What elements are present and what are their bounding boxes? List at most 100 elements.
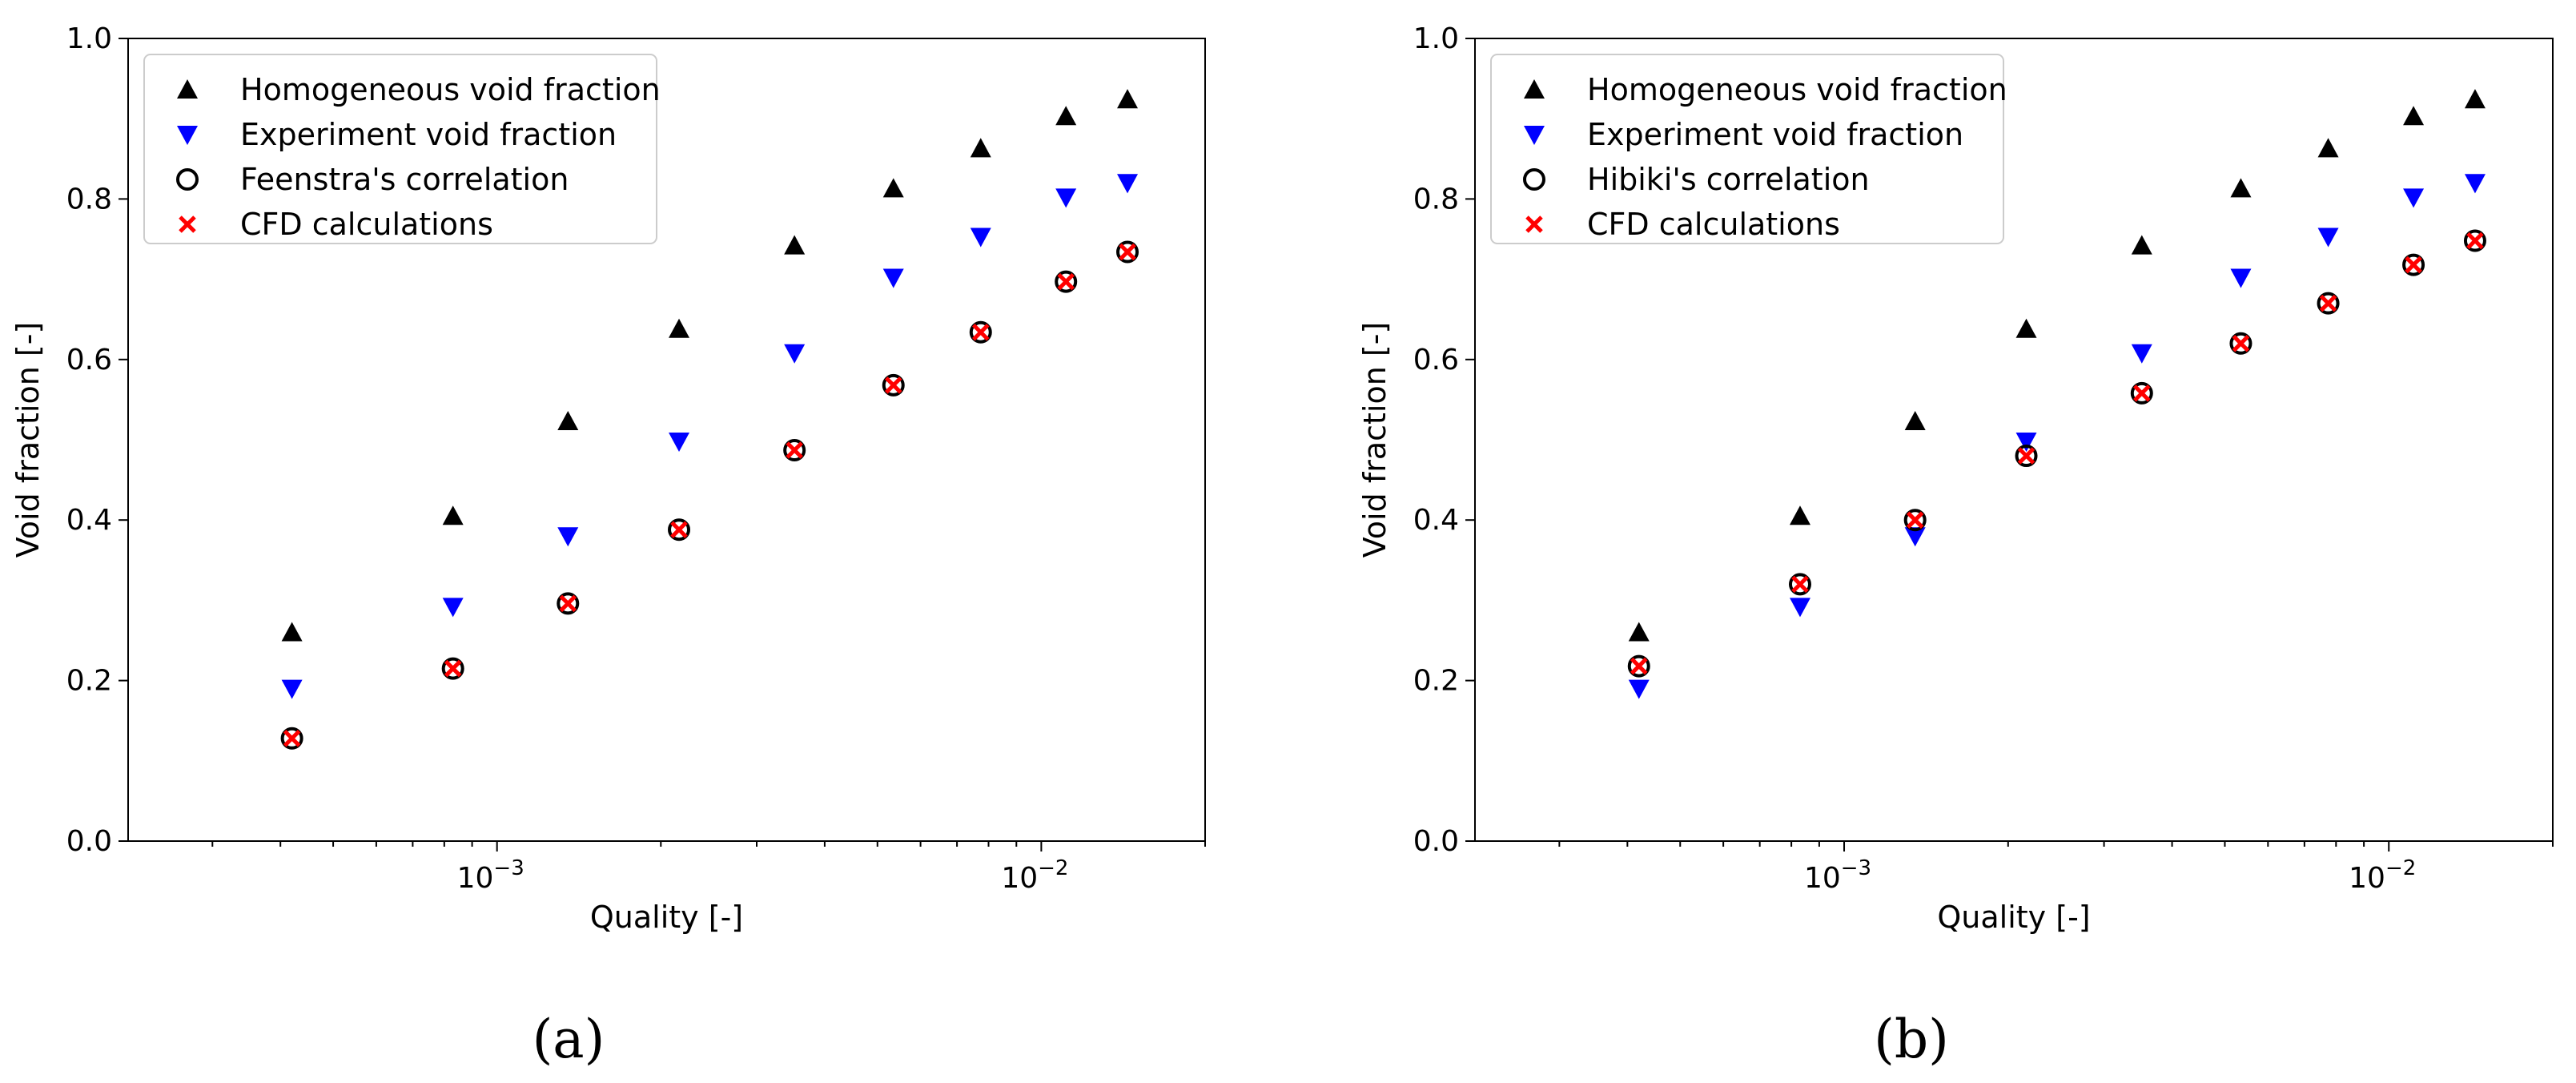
data-point (1789, 598, 1810, 618)
legend-box (1490, 54, 2004, 244)
x-tick-label: 10−3 (1804, 856, 1871, 895)
data-point (2131, 344, 2152, 364)
data-point (1057, 272, 1075, 291)
data-point (1055, 188, 1077, 208)
y-tick-label: 1.0 (66, 22, 112, 55)
series-triangle-down (1628, 174, 2486, 699)
data-point (283, 729, 301, 747)
data-point (557, 410, 579, 431)
data-point (2131, 235, 2152, 255)
data-point (2015, 432, 2037, 453)
data-point (1055, 270, 1078, 293)
data-point (669, 432, 690, 453)
data-point (1791, 575, 1809, 594)
data-point (281, 679, 303, 699)
data-point (1627, 654, 1650, 678)
plot-area-frame (127, 38, 1206, 842)
data-point (2130, 381, 2153, 405)
legend-label: CFD calculations (1587, 207, 1840, 242)
x-axis-label: Quality [-] (590, 900, 743, 935)
legend-label: Experiment void fraction (1587, 117, 1963, 152)
y-axis-label: Void fraction [-] (10, 322, 46, 558)
y-tick-label: 0.2 (66, 665, 112, 698)
data-point (2403, 106, 2425, 126)
legend-marker (177, 79, 198, 99)
data-point (784, 235, 806, 255)
data-point (882, 268, 904, 288)
data-point (784, 344, 806, 364)
y-tick-label: 0.2 (1413, 665, 1459, 698)
y-tick-label: 1.0 (1413, 22, 1459, 55)
y-tick-label: 0.8 (1413, 183, 1459, 215)
y-tick-label: 0.0 (66, 825, 112, 858)
data-point (786, 441, 803, 459)
chart-panel-a: 0.0 0.2 0.4 0.6 0.8 1.0 10−3 10−2 Quality [-] Voi… (10, 22, 1206, 1070)
legend-label: Homogeneous void fraction (240, 72, 661, 107)
data-point (2319, 294, 2337, 312)
data-point (670, 521, 688, 538)
y-tick-label: 0.0 (1413, 825, 1459, 858)
data-point (2464, 174, 2486, 194)
data-point (557, 592, 580, 615)
data-point (2133, 384, 2151, 402)
plot-area-frame (1474, 38, 2554, 842)
y-axis-label: Void fraction [-] (1357, 322, 1392, 558)
y-tick-label: 0.6 (1413, 344, 1459, 376)
data-point (442, 505, 464, 525)
legend-marker (179, 215, 196, 233)
data-point (2230, 268, 2252, 288)
data-point (1119, 243, 1136, 261)
data-point (281, 622, 303, 642)
legend-label: Feenstra's correlation (240, 162, 569, 197)
x-tick-label: 10−2 (1001, 856, 1068, 895)
data-point (2317, 292, 2340, 315)
data-point (2017, 447, 2035, 465)
data-point (2015, 318, 2037, 338)
data-point (970, 138, 991, 158)
data-point (2015, 445, 2038, 468)
data-point (884, 376, 902, 394)
legend-marker (1523, 168, 1545, 191)
data-point (2317, 138, 2339, 158)
legend-marker (1525, 215, 1543, 233)
data-point (2405, 256, 2422, 274)
x-tick-label: 10−2 (2349, 856, 2416, 895)
data-point (280, 727, 303, 750)
data-point (1903, 509, 1927, 532)
legend-marker (177, 125, 198, 145)
data-point (969, 320, 992, 344)
data-point (2463, 229, 2486, 252)
data-point (557, 527, 579, 547)
legend: Homogeneous void fraction Experiment void… (143, 54, 661, 244)
data-point (559, 594, 577, 613)
data-point (971, 323, 990, 341)
data-point (1117, 174, 1139, 194)
data-point (1628, 622, 1650, 642)
data-point (1904, 410, 1926, 431)
data-point (1788, 573, 1811, 596)
data-point (669, 318, 690, 338)
series-triangle-up (1628, 89, 2486, 642)
data-point (2403, 188, 2425, 208)
data-point (442, 598, 464, 618)
data-point (783, 439, 806, 462)
legend-marker (1524, 125, 1545, 145)
x-tick-label: 10−3 (457, 856, 524, 895)
data-point (1117, 89, 1139, 109)
y-tick-label: 0.4 (66, 504, 112, 537)
data-point (1055, 106, 1077, 126)
y-tick-label: 0.4 (1413, 504, 1459, 537)
data-point (668, 518, 691, 542)
data-point (1628, 679, 1650, 699)
x-axis-label: Quality [-] (1937, 900, 2090, 935)
data-point (2466, 231, 2484, 250)
data-point (882, 178, 904, 198)
legend-marker (176, 168, 199, 191)
legend-label: CFD calculations (240, 207, 493, 242)
data-point (2402, 253, 2425, 276)
data-point (882, 373, 905, 397)
data-point (2229, 332, 2252, 355)
series-triangle-down (281, 174, 1139, 699)
panel-label: (b) (1874, 1009, 1949, 1070)
